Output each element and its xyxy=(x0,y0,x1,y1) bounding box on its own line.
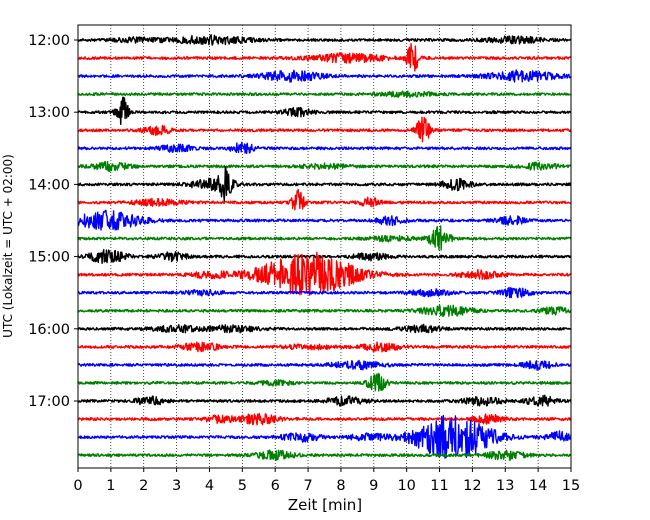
x-axis-ticks: 0 1 2 3 4 5 6 7 8 9 10 11 12 13 14 15 xyxy=(73,468,580,494)
seismic-trace xyxy=(77,323,572,334)
x-tick-label: 2 xyxy=(139,478,148,494)
y-tick-label: 17:00 xyxy=(28,394,70,410)
x-tick-label: 10 xyxy=(397,478,415,494)
seismic-trace xyxy=(77,116,572,143)
x-tick-label: 6 xyxy=(271,478,280,494)
seismic-trace xyxy=(77,69,572,83)
x-tick-label: 12 xyxy=(463,478,481,494)
seismic-trace xyxy=(77,341,572,353)
vertical-grid xyxy=(110,25,539,468)
y-tick-label: 14:00 xyxy=(28,177,70,193)
x-tick-label: 11 xyxy=(430,478,448,494)
x-tick-label: 7 xyxy=(303,478,312,494)
seismic-trace xyxy=(77,412,572,426)
seismic-trace xyxy=(77,90,572,99)
x-tick-label: 3 xyxy=(172,478,181,494)
seismic-trace xyxy=(77,372,572,392)
x-tick-label: 4 xyxy=(205,478,214,494)
y-axis-label: UTC (Lokalzeit = UTC + 02:00) xyxy=(1,154,15,338)
seismic-trace xyxy=(77,166,572,202)
seismic-trace xyxy=(77,251,572,296)
seismic-trace xyxy=(77,209,572,231)
seismic-trace xyxy=(77,286,572,299)
seismic-trace xyxy=(77,34,572,46)
seismic-trace xyxy=(77,161,572,173)
seismic-trace xyxy=(77,225,572,251)
seismic-trace xyxy=(77,304,572,317)
x-tick-label: 1 xyxy=(106,478,115,494)
seismic-trace xyxy=(77,248,572,264)
y-tick-label: 13:00 xyxy=(28,105,70,121)
trace-group xyxy=(77,34,572,461)
x-tick-label: 14 xyxy=(529,478,547,494)
x-tick-label: 9 xyxy=(369,478,378,494)
y-tick-label: 15:00 xyxy=(28,250,70,266)
seismic-trace xyxy=(77,141,572,154)
x-tick-label: 15 xyxy=(562,478,580,494)
seismic-trace xyxy=(77,96,572,126)
x-tick-label: 5 xyxy=(238,478,247,494)
x-tick-label: 8 xyxy=(336,478,345,494)
plot-frame xyxy=(77,24,572,469)
y-axis-ticks: 12:00 13:00 14:00 15:00 16:00 17:00 xyxy=(28,33,78,410)
seismic-trace xyxy=(77,394,572,407)
seismic-trace xyxy=(77,449,572,461)
y-tick-label: 16:00 xyxy=(28,322,70,338)
x-tick-label: 13 xyxy=(496,478,514,494)
seismic-trace xyxy=(77,42,572,72)
seismic-trace xyxy=(77,359,572,371)
y-tick-label: 12:00 xyxy=(28,33,70,49)
seismic-trace xyxy=(77,188,572,211)
x-axis-label: Zeit [min] xyxy=(288,496,362,514)
seismic-trace xyxy=(77,414,572,459)
x-tick-label: 0 xyxy=(73,478,82,494)
